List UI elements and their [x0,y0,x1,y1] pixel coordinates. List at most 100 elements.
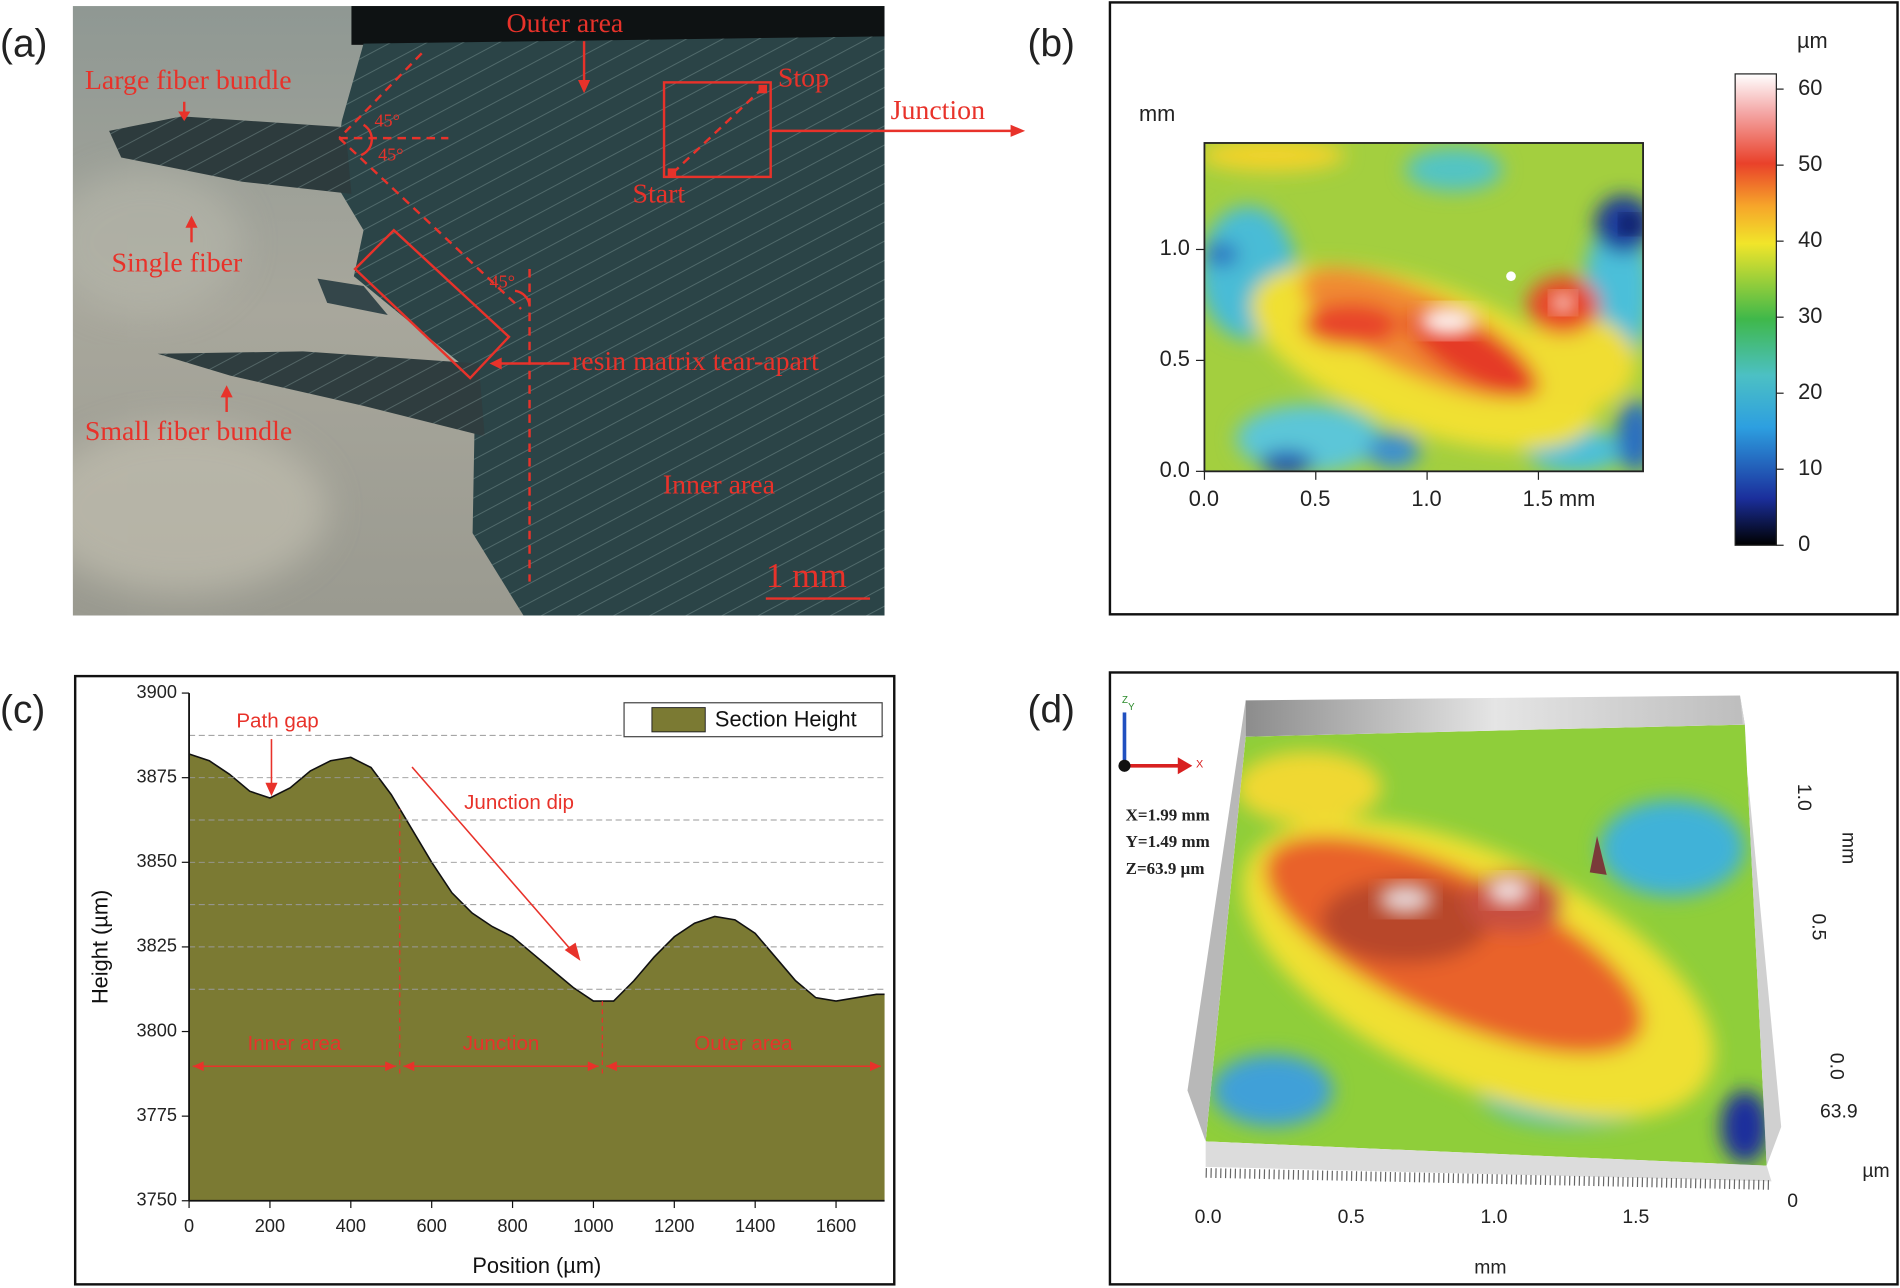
shape [1594,195,1644,254]
shape [1366,432,1421,469]
x-axis-label: Position (µm) [472,1253,601,1278]
side-wall [1740,695,1782,1166]
y-tick-label: 0.5 [1807,913,1829,940]
arrow-head [870,1061,881,1072]
colorbar [1734,73,1777,546]
fiber-texture [109,116,352,194]
annotation: Path gap [236,710,318,733]
annotation: Large fiber bundle [85,65,292,96]
blur-spot [72,169,243,316]
axis-letter: Y [1128,702,1135,713]
info: Y=1.49 mm [1126,832,1210,851]
z-min-label: 0 [1787,1190,1798,1212]
x-tick-label: 1.0 [1411,486,1441,511]
x-tick-label: 0 [184,1216,194,1236]
photo [72,6,885,616]
annotation: resin matrix tear-apart [572,346,819,377]
x-tick-label: 0.0 [1195,1206,1222,1228]
y-axis-label: mm [1838,832,1860,864]
x-tick-label: 600 [417,1216,447,1236]
shape [1211,1054,1333,1127]
colorbar-tick-label: 30 [1798,303,1822,328]
x-tick-label: 1200 [654,1216,694,1236]
y-tick-label: 3825 [137,936,177,956]
colorbar-title: µm [1797,28,1828,53]
axis-icon-origin [1118,759,1131,772]
panel-frame [1108,671,1899,1286]
shape [1506,271,1516,282]
angle-arc [514,289,531,306]
annotation: Junction dip [464,791,574,814]
arrow-head [489,357,502,370]
arrow-head [178,111,191,122]
shape [1260,450,1314,472]
panel-frame [1108,1,1899,616]
colorbar-tick-label: 40 [1798,227,1822,252]
info: X=1.99 mm [1126,806,1210,825]
x-tick-label: 1.0 [1481,1206,1508,1228]
colorbar-tick-label: 50 [1798,151,1822,176]
blur-spot [72,424,328,594]
annotation: Single fiber [112,248,243,279]
panel-label: (d) [1028,689,1075,732]
info: Z=63.9 µm [1126,859,1205,878]
surface [1205,724,1767,1166]
y-tick-label: 1.0 [1160,235,1190,260]
arrow-head [185,215,198,228]
shape [1589,836,1607,875]
shape [1204,142,1345,173]
shape [1204,242,1239,267]
axis-icon-x [1177,757,1193,775]
annotation: 45° [490,272,515,292]
side-wall [1187,700,1246,1142]
x-tick-label: 0.5 [1300,486,1330,511]
dashed-line [338,137,522,310]
colorbar-tick-label: 60 [1798,75,1822,100]
arrow-head [587,1061,599,1072]
x-tick-label: 200 [255,1216,285,1236]
start-marker [667,168,677,177]
x-tick-label: 1.5 [1622,1206,1649,1228]
arrow-head [578,79,591,94]
legend-label: Section Height [715,707,857,732]
annotation: Junction [891,95,985,126]
x-tick-label: 1400 [735,1216,775,1236]
arrow-head [1010,124,1026,137]
fiber-texture [157,351,485,437]
annotation: Inner area [663,469,775,500]
tear-box [353,228,511,380]
shape [1302,302,1400,347]
y-axis-label: mm [1139,101,1175,126]
plot-frame [1203,142,1644,473]
annotation: Stop [778,62,829,93]
x-tick-label: 0.5 [1338,1206,1365,1228]
y-tick-label: 3800 [137,1020,177,1040]
y-tick-label: 3850 [137,851,177,871]
arrow-head [564,942,581,961]
annotation: Small fiber bundle [85,416,292,447]
region-label: Outer area [694,1032,793,1055]
angle-arc [360,123,373,157]
x-tick-label: 0.0 [1189,486,1219,511]
dashed-line [338,52,423,139]
heatmap-field [1204,142,1644,472]
shape [1720,1090,1767,1164]
area [189,753,885,1201]
shape [1405,147,1503,192]
colorbar-tick-label: 10 [1798,455,1822,480]
y-tick-label: 0.0 [1826,1053,1848,1080]
arrow-head [605,1061,617,1072]
panel-label: (b) [1028,22,1075,65]
x-tick-label: 1.5 mm [1523,486,1596,511]
region-label: Junction [463,1032,540,1055]
shape [1599,799,1745,897]
arrow-head [265,782,278,797]
shape [1486,876,1531,906]
annotation-arrow [411,766,574,953]
arrow-head [385,1061,397,1072]
fiber-bundle [317,278,388,316]
base [1205,1141,1772,1182]
annotation: Outer area [507,8,624,39]
x-tick-label: 800 [497,1216,527,1236]
